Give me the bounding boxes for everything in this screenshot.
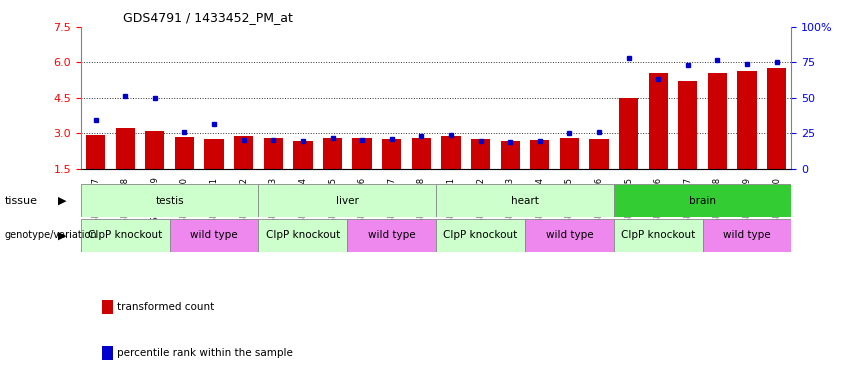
Bar <box>234 136 254 169</box>
Text: ClpP knockout: ClpP knockout <box>621 230 695 240</box>
Bar <box>204 139 224 169</box>
Bar <box>436 219 525 252</box>
Text: ClpP knockout: ClpP knockout <box>266 230 340 240</box>
Text: wild type: wild type <box>191 230 238 240</box>
Bar <box>530 140 550 169</box>
Bar <box>648 73 668 169</box>
Bar <box>81 219 169 252</box>
Bar <box>471 139 490 169</box>
Bar <box>500 141 520 169</box>
Bar <box>146 131 164 169</box>
Text: ▶: ▶ <box>58 230 66 240</box>
Bar <box>347 219 436 252</box>
Bar <box>436 184 614 217</box>
Bar <box>259 184 436 217</box>
Text: tissue: tissue <box>4 195 37 206</box>
Bar <box>614 184 791 217</box>
Bar <box>323 138 342 169</box>
Text: wild type: wild type <box>545 230 593 240</box>
Text: wild type: wild type <box>368 230 415 240</box>
Bar <box>560 138 579 169</box>
Bar <box>708 73 727 169</box>
Text: brain: brain <box>689 195 716 206</box>
Text: percentile rank within the sample: percentile rank within the sample <box>117 348 294 358</box>
Text: ClpP knockout: ClpP knockout <box>89 230 163 240</box>
Bar <box>614 219 703 252</box>
Text: transformed count: transformed count <box>117 302 214 312</box>
Text: ClpP knockout: ClpP knockout <box>443 230 517 240</box>
Bar <box>294 141 312 169</box>
Bar <box>352 138 372 169</box>
Bar <box>738 71 757 169</box>
Text: wild type: wild type <box>723 230 771 240</box>
Bar <box>442 136 460 169</box>
Bar <box>703 219 791 252</box>
Bar <box>116 127 134 169</box>
Text: testis: testis <box>156 195 184 206</box>
Bar <box>382 139 402 169</box>
Bar <box>174 137 194 169</box>
Bar <box>590 139 608 169</box>
Text: ▶: ▶ <box>58 195 66 206</box>
Bar <box>169 219 259 252</box>
Bar <box>81 184 259 217</box>
Bar <box>259 219 347 252</box>
Text: GDS4791 / 1433452_PM_at: GDS4791 / 1433452_PM_at <box>123 12 294 25</box>
Text: liver: liver <box>336 195 359 206</box>
Bar <box>525 219 614 252</box>
Bar <box>767 68 786 169</box>
Text: genotype/variation: genotype/variation <box>4 230 97 240</box>
Bar <box>678 81 698 169</box>
Bar <box>412 138 431 169</box>
Bar <box>264 138 283 169</box>
Text: heart: heart <box>511 195 539 206</box>
Bar <box>86 135 106 169</box>
Bar <box>619 98 638 169</box>
